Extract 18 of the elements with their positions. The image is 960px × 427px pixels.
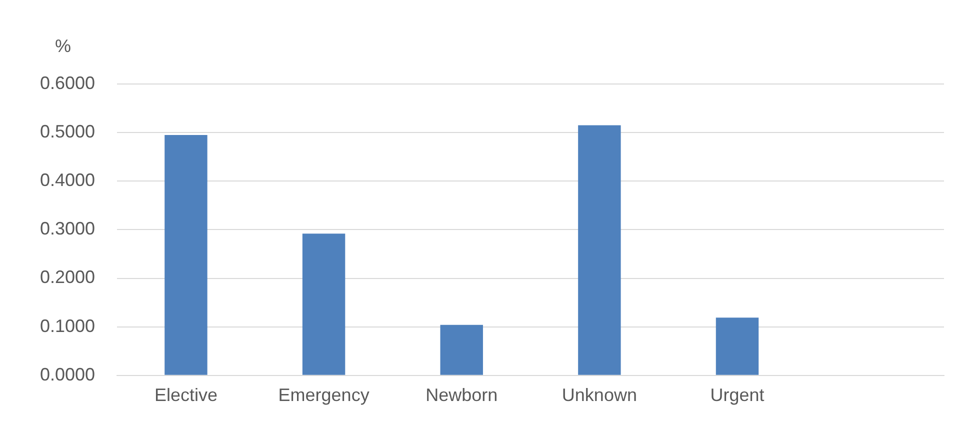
y-axis-title: %: [54, 36, 72, 56]
x-tick-label: Newborn: [426, 385, 498, 406]
y-tick-label: 0.0000: [40, 364, 96, 384]
x-tick-label: Urgent: [710, 385, 764, 406]
bar: [716, 318, 759, 375]
y-tick-label: 0.2000: [40, 267, 96, 288]
x-tick-label: Emergency: [278, 385, 370, 406]
y-tick-label: 0.5000: [40, 122, 96, 142]
bar: [164, 134, 208, 375]
y-tick-label: 0.1000: [40, 316, 96, 336]
x-tick-label: Elective: [154, 385, 218, 406]
bar: [302, 234, 346, 375]
bar: [440, 324, 483, 375]
y-tick-label: 0.3000: [40, 218, 96, 239]
bar: [578, 125, 621, 375]
y-tick-label: 0.4000: [40, 170, 96, 190]
y-tick-label: 0.6000: [40, 72, 96, 93]
x-tick-label: Unknown: [562, 385, 637, 406]
